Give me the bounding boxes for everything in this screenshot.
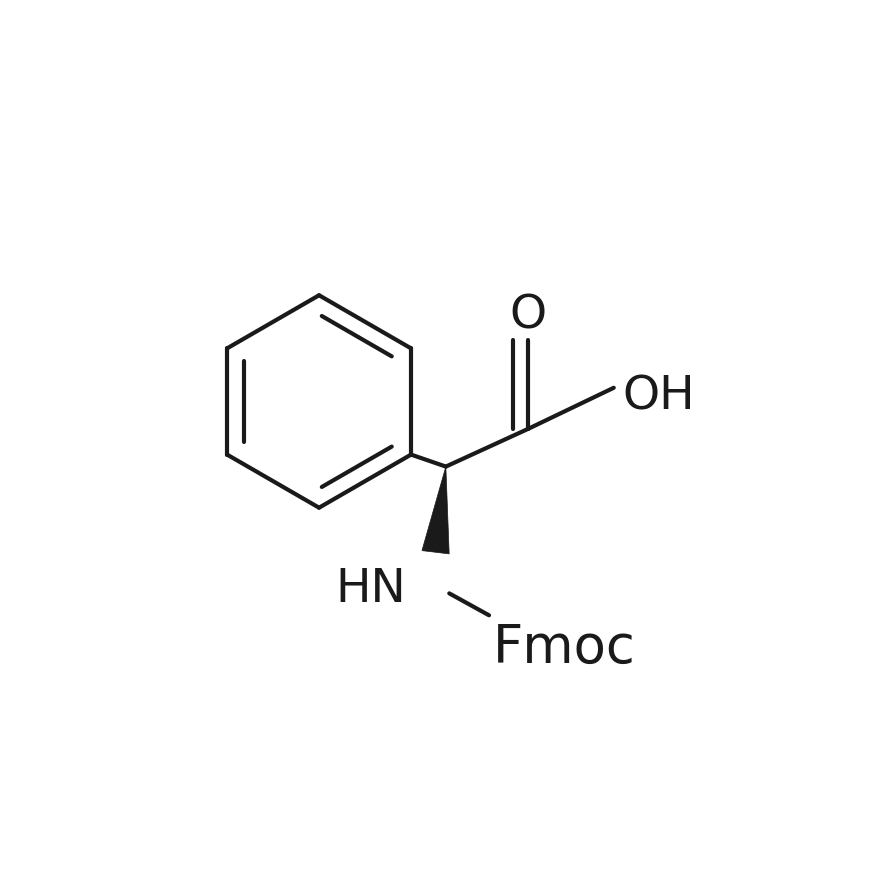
Polygon shape	[422, 466, 449, 554]
Text: HN: HN	[336, 568, 406, 612]
Text: O: O	[509, 294, 546, 338]
Text: OH: OH	[622, 374, 694, 419]
Text: Fmoc: Fmoc	[492, 622, 635, 674]
